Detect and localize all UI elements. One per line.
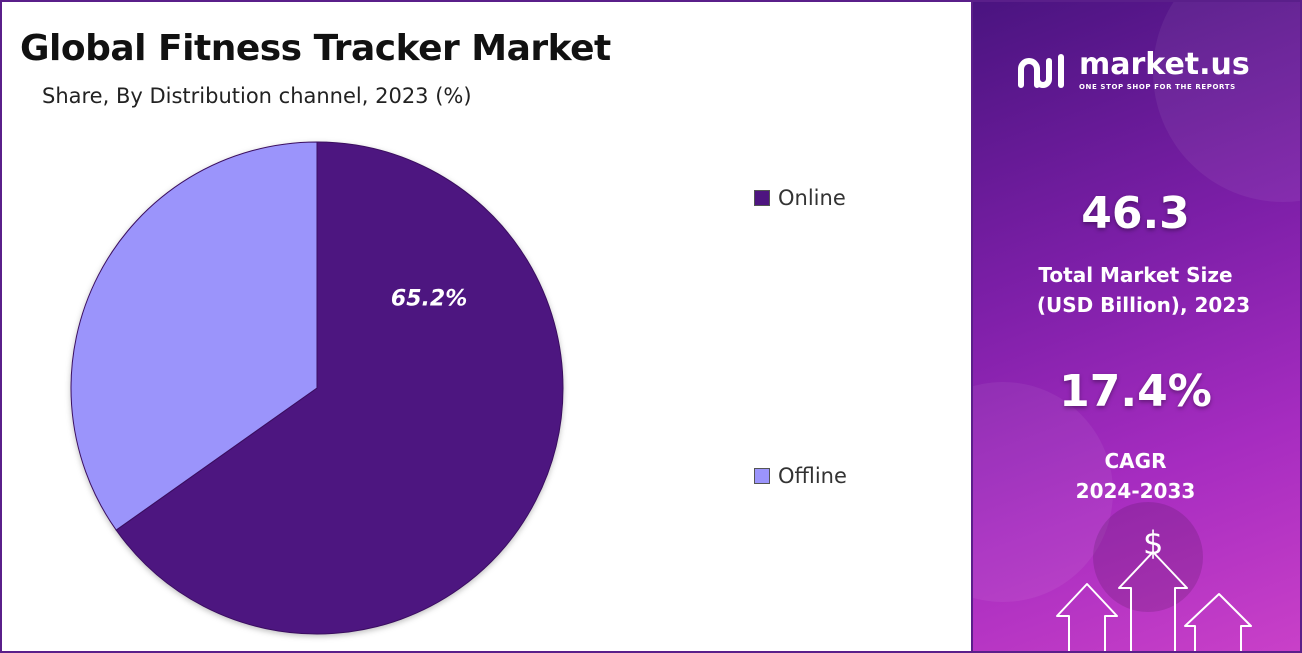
pie-slice-online [115,141,564,635]
pie-slice-offline [70,141,318,531]
brand: market.us ONE STOP SHOP FOR THE REPORTS [1017,50,1250,91]
market-size-value: 46.3 [1081,188,1190,239]
legend-swatch-online [754,190,770,206]
brand-tagline: ONE STOP SHOP FOR THE REPORTS [1079,83,1236,91]
legend-label-online: Online [778,186,846,210]
brand-name: market.us [1079,47,1250,82]
chart-subtitle: Share, By Distribution channel, 2023 (%) [42,84,472,108]
legend-label-offline: Offline [778,464,847,488]
chart-title: Global Fitness Tracker Market [20,28,611,69]
cagr-label-line2: 2024-2033 [1075,479,1196,503]
legend-item-online: Online [754,186,846,210]
cagr-label-line1: CAGR [1104,449,1167,473]
side-panel: market.us ONE STOP SHOP FOR THE REPORTS … [973,0,1302,653]
legend-item-offline: Offline [754,464,847,488]
pie-data-label-online: 65.2% [391,286,467,311]
chart-panel: Global Fitness Tracker Market Share, By … [0,0,973,653]
market-size-label-line2: (USD Billion), 2023 [1036,293,1251,317]
legend-swatch-offline [754,468,770,484]
market-size-label-line1: Total Market Size [1038,263,1233,287]
dollar-icon: $ [1143,524,1164,562]
market-us-logo-icon [1018,53,1064,88]
up-arrow-icon [1056,551,1252,651]
cagr-value: 17.4% [1059,366,1212,417]
pie-chart: 65.2% [70,141,564,635]
